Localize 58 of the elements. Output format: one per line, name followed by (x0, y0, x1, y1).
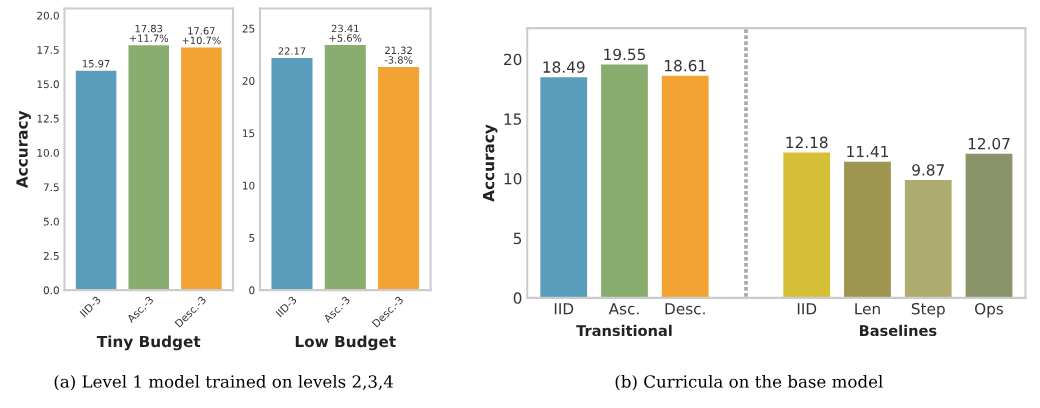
bar (540, 77, 588, 298)
y-tick-label: 2.5 (43, 251, 59, 260)
x-tick-label: IID (797, 303, 817, 315)
data-label: 23.41 +5.6% (329, 24, 362, 42)
y-tick-label: 15 (504, 113, 522, 125)
bar (75, 70, 117, 291)
text: Baselines (859, 324, 937, 337)
bar (844, 161, 891, 298)
x-axis-title: Tiny Budget (96, 335, 201, 351)
bar (601, 64, 648, 298)
bar (128, 45, 169, 291)
y-tick-label: 12.5 (37, 114, 59, 123)
data-label: 17.67 +10.7% (182, 27, 221, 45)
data-label: 21.32 -3.8% (384, 46, 413, 64)
x-tick-label: Ops (975, 302, 1004, 318)
y-tick-label: 25 (242, 24, 255, 33)
y-tick-label: 15.0 (37, 80, 59, 89)
bar (661, 75, 709, 298)
data-label: 18.61 (665, 59, 706, 72)
text: Transitional (576, 324, 672, 337)
y-tick-label: 17.5 (37, 46, 59, 54)
y-tick-label: 0 (249, 286, 255, 295)
y-tick-label: 20 (504, 53, 522, 66)
y-tick-label: 15 (243, 129, 255, 138)
data-label: 12.18 (786, 136, 828, 149)
data-label: 11.41 (847, 145, 888, 158)
y-tick-label: 5 (249, 234, 255, 242)
bar (965, 153, 1013, 298)
data-label: 9.87 (912, 164, 944, 176)
y-tick-label: 0 (513, 292, 522, 304)
x-tick-label: Step (911, 302, 945, 318)
x-tick-label: Desc. (665, 303, 705, 315)
x-axis-title: Low Budget (295, 335, 396, 351)
data-label: 12.07 (968, 137, 1010, 150)
data-label: 18.49 (543, 61, 585, 73)
y-tick-label: 10 (243, 181, 255, 190)
data-label: 19.55 (604, 48, 646, 61)
y-axis-title: Accuracy (16, 110, 31, 189)
text: (b) Curricula on the base model (615, 374, 883, 391)
y-tick-label: 0.0 (43, 286, 59, 295)
bar (783, 152, 831, 298)
bar (904, 180, 952, 298)
y-tick-label: 5.0 (43, 217, 59, 226)
y-tick-label: 10 (504, 172, 522, 185)
y-tick-label: 10.0 (37, 148, 59, 157)
x-tick-label: Len (855, 303, 880, 315)
x-tick-label: IID (554, 303, 574, 315)
y-axis-title: Accuracy (482, 124, 498, 202)
bar (181, 47, 222, 291)
data-label: 15.97 (82, 59, 110, 68)
data-label: 17.83 +11.7% (129, 24, 169, 42)
y-tick-label: 20.0 (37, 11, 59, 20)
y-tick-label: 20 (242, 77, 255, 85)
y-tick-label: 5 (513, 232, 522, 245)
y-tick-label: 7.5 (43, 183, 59, 192)
x-tick-label: Asc. (608, 303, 639, 315)
text: (a) Level 1 model trained on levels 2,3,4 (54, 374, 394, 391)
data-label: 22.17 (278, 47, 306, 55)
